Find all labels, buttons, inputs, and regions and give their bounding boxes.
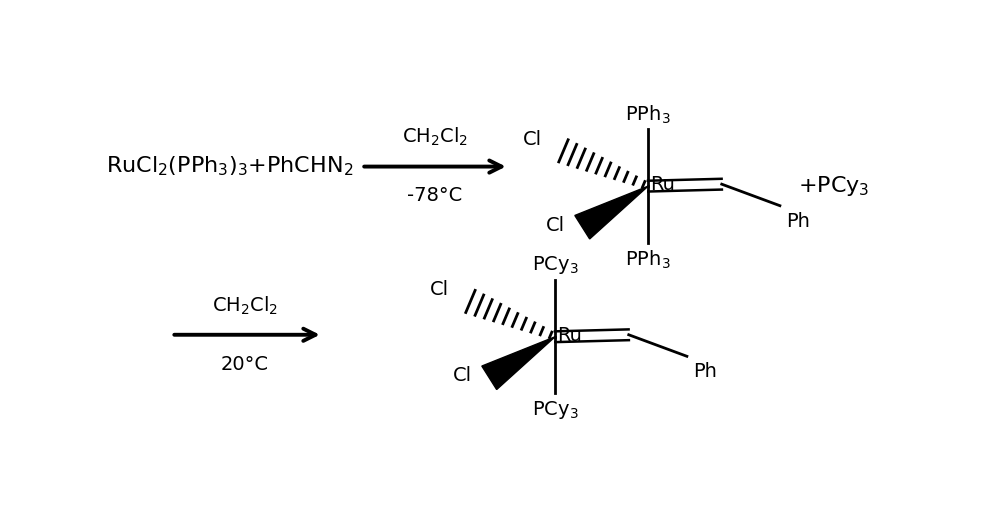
Text: Ph: Ph xyxy=(786,211,810,231)
Text: PPh$_3$: PPh$_3$ xyxy=(625,249,671,271)
Text: Cl: Cl xyxy=(546,216,565,235)
Text: Ph: Ph xyxy=(693,362,717,381)
Text: 20°C: 20°C xyxy=(221,355,269,373)
Text: PCy$_3$: PCy$_3$ xyxy=(532,399,578,421)
Text: +PCy$_3$: +PCy$_3$ xyxy=(798,174,870,198)
Text: -78°C: -78°C xyxy=(407,186,463,205)
Text: PPh$_3$: PPh$_3$ xyxy=(625,103,671,125)
Text: Ru: Ru xyxy=(650,175,675,195)
Text: Cl: Cl xyxy=(453,366,472,386)
Polygon shape xyxy=(575,186,648,239)
Text: Ru: Ru xyxy=(557,326,582,345)
Text: Cl: Cl xyxy=(430,280,449,299)
Text: CH$_2$Cl$_2$: CH$_2$Cl$_2$ xyxy=(402,126,468,148)
Text: RuCl$_2$(PPh$_3$)$_3$+PhCHN$_2$: RuCl$_2$(PPh$_3$)$_3$+PhCHN$_2$ xyxy=(106,155,353,178)
Polygon shape xyxy=(482,337,555,390)
Text: CH$_2$Cl$_2$: CH$_2$Cl$_2$ xyxy=(212,294,278,316)
Text: PCy$_3$: PCy$_3$ xyxy=(532,254,578,276)
Text: Cl: Cl xyxy=(523,130,542,149)
